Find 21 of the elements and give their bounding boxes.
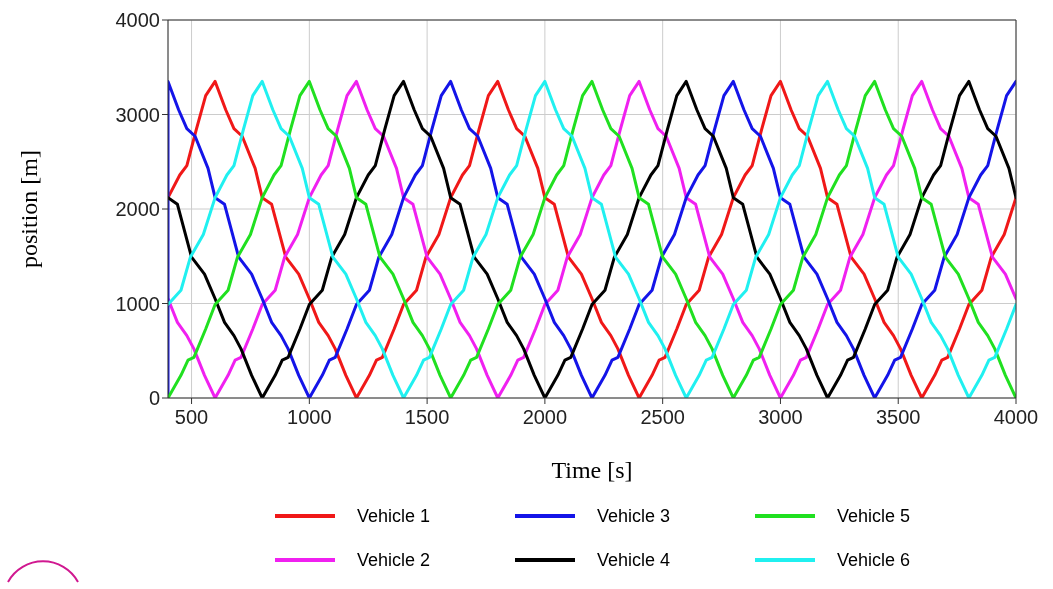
legend-label: Vehicle 1 [357, 505, 431, 527]
x-axis-title: Time [s] [551, 457, 633, 483]
x-tick-label: 3500 [875, 406, 921, 429]
legend-label: Vehicle 2 [357, 549, 431, 571]
y-tick-label: 2000 [115, 198, 160, 221]
x-tick-label: 1500 [404, 406, 450, 429]
y-tick-label: 3000 [115, 103, 160, 126]
x-tick-label: 1000 [287, 406, 332, 429]
legend-label: Vehicle 6 [837, 549, 911, 571]
y-tick-label: 0 [148, 387, 160, 410]
legend-label: Vehicle 5 [837, 505, 911, 527]
x-tick-label: 2500 [640, 406, 685, 429]
legend-label: Vehicle 4 [597, 549, 671, 571]
legend-label: Vehicle 3 [597, 505, 671, 527]
x-tick-label: 500 [174, 406, 209, 429]
x-tick-label: 2000 [522, 406, 568, 429]
x-tick-label: 3000 [758, 406, 803, 429]
y-tick-label: 4000 [115, 9, 160, 32]
y-tick-label: 1000 [115, 292, 160, 315]
y-axis-title: position [m] [15, 150, 42, 268]
x-tick-label: 4000 [993, 406, 1039, 429]
